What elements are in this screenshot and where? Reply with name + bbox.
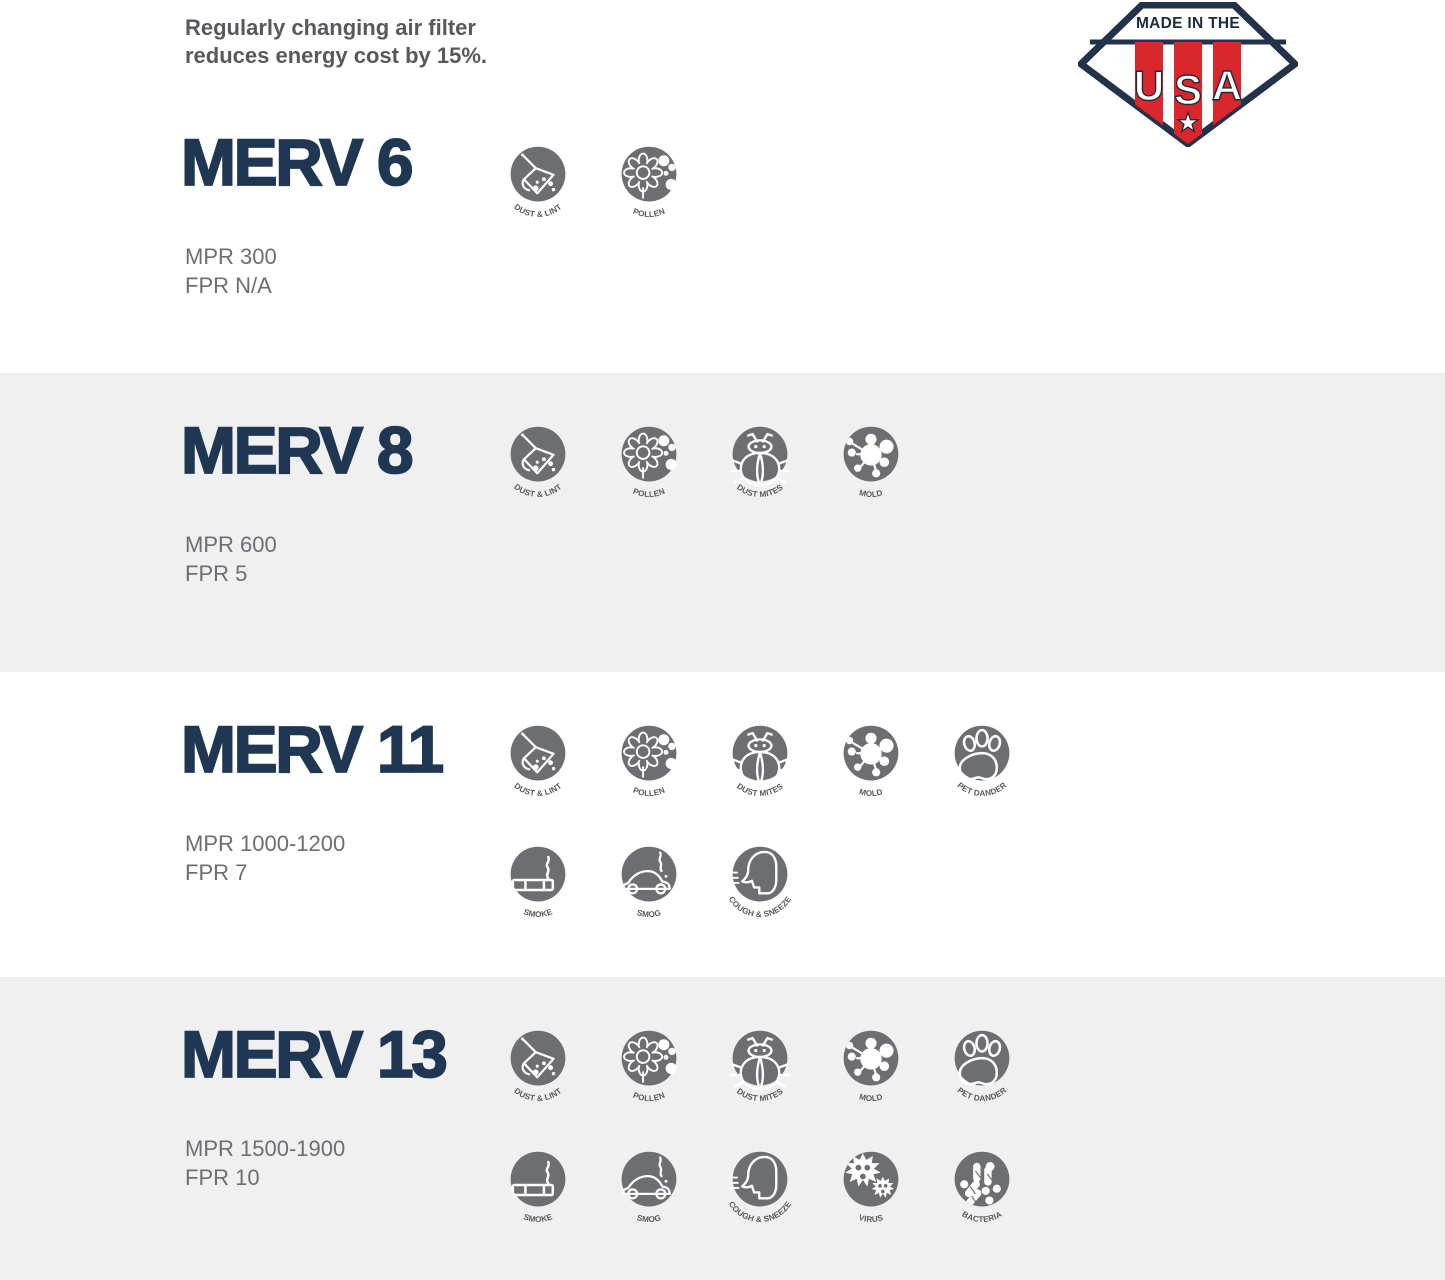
svg-text:DUST & LINT: DUST & LINT <box>512 482 563 499</box>
svg-text:SMOG: SMOG <box>636 1213 662 1224</box>
svg-text:A: A <box>1212 62 1242 109</box>
svg-text:MOLD: MOLD <box>858 787 883 798</box>
svg-text:DUST & LINT: DUST & LINT <box>512 1086 563 1103</box>
svg-text:PET DANDER: PET DANDER <box>956 1086 1009 1103</box>
svg-text:POLLEN: POLLEN <box>632 487 667 499</box>
svg-text:POLLEN: POLLEN <box>632 207 667 219</box>
svg-text:PET DANDER: PET DANDER <box>956 781 1009 798</box>
svg-text:POLLEN: POLLEN <box>632 786 667 798</box>
svg-text:MOLD: MOLD <box>858 488 883 499</box>
svg-text:S: S <box>1174 66 1202 113</box>
svg-text:MADE IN THE: MADE IN THE <box>1136 15 1240 32</box>
svg-text:SMOKE: SMOKE <box>522 907 554 919</box>
svg-text:DUST & LINT: DUST & LINT <box>512 202 563 219</box>
svg-text:VIRUS: VIRUS <box>858 1213 885 1224</box>
svg-text:DUST & LINT: DUST & LINT <box>512 781 563 798</box>
svg-text:U: U <box>1134 62 1164 109</box>
svg-text:BACTERIA: BACTERIA <box>960 1210 1003 1224</box>
svg-text:SMOG: SMOG <box>636 908 662 919</box>
svg-text:POLLEN: POLLEN <box>632 1091 667 1103</box>
svg-text:MOLD: MOLD <box>858 1092 883 1103</box>
svg-text:SMOKE: SMOKE <box>522 1212 554 1224</box>
